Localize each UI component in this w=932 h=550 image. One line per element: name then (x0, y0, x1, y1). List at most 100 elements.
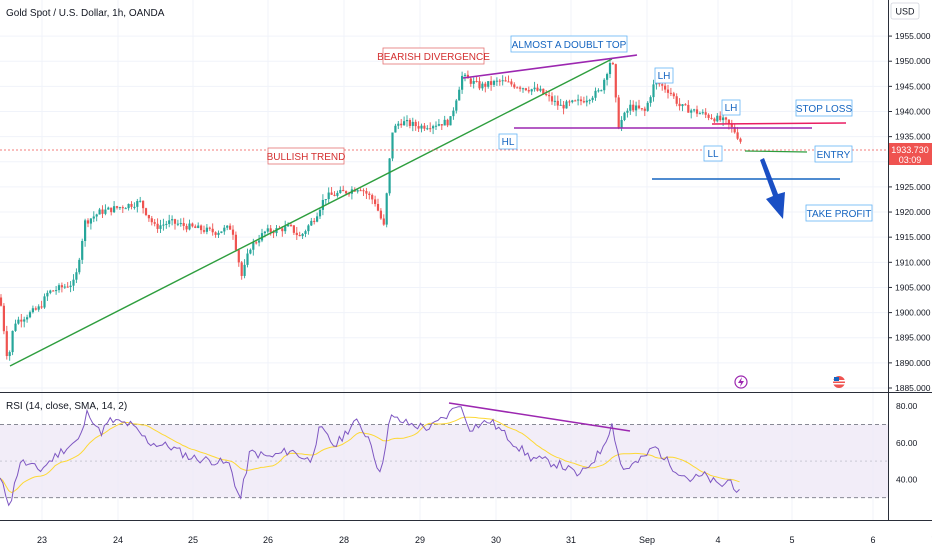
rsi-axis[interactable]: 40.00 60.00 80.00 (896, 401, 918, 484)
candle-body (139, 200, 142, 202)
candle-body (649, 97, 652, 103)
entry-line[interactable] (744, 150, 808, 153)
candle-body (681, 104, 684, 107)
label-ll: LL (703, 145, 723, 162)
down-arrow-icon (760, 158, 785, 219)
candle-body (324, 199, 327, 201)
candle-body (214, 232, 217, 235)
rsi-tick-label: 40.00 (896, 474, 918, 484)
current-price-tag: 1933.730 03:09 (889, 143, 932, 165)
label-lh-1-text: LH (658, 71, 671, 82)
rsi-ma-line (0, 416, 740, 494)
candle-body (646, 102, 649, 111)
candle-body (231, 229, 235, 235)
candle-body (63, 286, 66, 288)
candle-body (356, 190, 359, 192)
candle-body (57, 285, 61, 291)
bearish-divergence-price-line[interactable] (462, 54, 638, 79)
candle-body (698, 113, 701, 115)
candle-body (574, 100, 577, 102)
us-flag-icon[interactable] (833, 376, 845, 388)
usd-currency-button[interactable]: USD (890, 2, 920, 20)
candle-body (603, 79, 606, 91)
candle-body (159, 225, 162, 229)
candle-body (28, 312, 32, 318)
candle-body (298, 235, 301, 237)
candle-body (437, 124, 440, 126)
label-entry-text: ENTRY (817, 150, 851, 161)
candle-body (0, 297, 3, 306)
candle-body (330, 192, 333, 195)
candle-body (318, 209, 322, 217)
candle-body (475, 81, 478, 83)
candle-body (43, 296, 46, 308)
candle-body (513, 84, 516, 88)
bullish-trendline[interactable] (9, 58, 613, 367)
candle-body (669, 92, 672, 94)
label-take-profit: TAKE PROFIT (805, 204, 873, 222)
candle-body (458, 89, 461, 101)
candle-body (417, 126, 420, 129)
candle-body (591, 97, 594, 101)
label-lh-1: LH (654, 67, 674, 84)
candle-body (556, 100, 559, 106)
candle-body (707, 114, 710, 118)
candle-body (716, 115, 719, 122)
candle-body (365, 191, 368, 194)
candle-body (121, 207, 124, 209)
price-tick-label: 1945.000 (895, 81, 931, 91)
candle-body (150, 218, 153, 223)
candle-body (313, 220, 316, 222)
candle-body (420, 125, 423, 129)
candle-body (461, 75, 464, 90)
stop-loss-line[interactable] (711, 122, 847, 125)
price-tick-label: 1935.000 (895, 132, 931, 142)
candle-body (704, 112, 707, 115)
price-axis[interactable]: 1885.000 1890.000 1895.000 1900.000 1905.000… (888, 31, 931, 393)
candle-body (272, 232, 275, 234)
candle-body (579, 99, 583, 102)
lightning-icon[interactable] (734, 375, 748, 389)
candle-body (342, 189, 345, 192)
candle-body (664, 85, 667, 90)
candle-body (23, 319, 26, 322)
candle-body (623, 112, 626, 120)
candle-body (565, 101, 568, 109)
candle-body (223, 227, 226, 232)
label-bearish-divergence-text: BEARISH DIVERGENCE (377, 52, 490, 63)
candle-body (733, 127, 736, 133)
time-axis[interactable]: 2324252628293031Sep4567 (37, 535, 932, 545)
candle-body (710, 117, 713, 119)
usd-currency-label: USD (895, 7, 915, 17)
label-bullish-trend: BULLISH TREND (267, 147, 345, 165)
candle-body (527, 90, 530, 92)
candle-body (179, 223, 182, 225)
candle-body (176, 223, 179, 225)
bearish-divergence-rsi-line[interactable] (448, 402, 631, 432)
candle-body (327, 192, 330, 200)
candle-body (423, 125, 426, 129)
candle-body (530, 89, 533, 92)
candle-body (14, 323, 17, 331)
time-tick-label: 6 (870, 535, 875, 545)
candle-body (713, 118, 716, 122)
time-tick-label: 26 (263, 535, 273, 545)
candle-body (191, 223, 194, 227)
candle-body (81, 240, 84, 260)
candle-body (171, 219, 174, 221)
candle-body (2, 305, 5, 332)
candle-body (336, 192, 339, 196)
candle-body (600, 90, 603, 92)
candle-body (568, 101, 571, 103)
candle-body (739, 138, 742, 142)
candle-body (626, 110, 629, 113)
label-bearish-divergence: BEARISH DIVERGENCE (377, 47, 490, 65)
candle-body (484, 83, 487, 87)
candle-body (397, 123, 400, 126)
candle-body (173, 219, 177, 224)
candle-body (678, 103, 681, 107)
candle-body (597, 90, 600, 92)
candle-body (666, 89, 670, 93)
candle-body (5, 331, 8, 357)
